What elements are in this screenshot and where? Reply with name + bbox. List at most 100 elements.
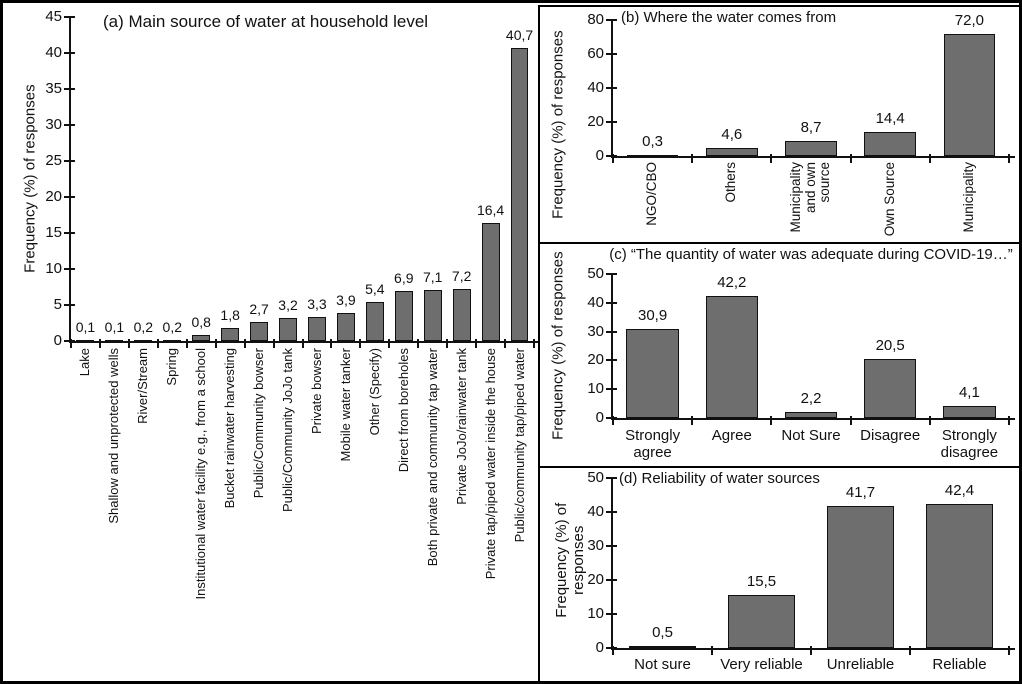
category-label: Disagree (860, 427, 921, 444)
bar (943, 406, 996, 418)
y-axis-tick (606, 417, 617, 419)
bar (864, 358, 917, 418)
value-label: 2,7 (249, 300, 269, 317)
category-label: Others (723, 162, 739, 203)
value-label: 7,1 (422, 268, 443, 285)
category-label: Unreliable (826, 656, 895, 673)
y-tick-label: 40 (587, 503, 604, 520)
x-axis (69, 341, 540, 343)
y-tick-label: 50 (587, 265, 604, 282)
x-axis-tick (1008, 416, 1010, 425)
x-axis-tick (243, 339, 246, 348)
category-label: Public/Community JoJo tank (280, 348, 296, 513)
value-label: 42,4 (944, 481, 975, 499)
value-label: 72,0 (954, 11, 984, 29)
x-axis-tick (810, 646, 812, 655)
x-axis-tick (928, 416, 931, 425)
value-label: 1,8 (220, 307, 240, 324)
y-axis-tick (64, 196, 75, 198)
x-axis-tick (359, 339, 362, 348)
category-label: Not Sure (781, 427, 841, 444)
chart-a-title: (a) Main source of water at household le… (103, 12, 429, 31)
y-axis-tick (606, 273, 617, 275)
category-label: Agree (711, 427, 752, 444)
y-axis-tick (64, 160, 75, 162)
bar (784, 411, 838, 418)
x-axis (611, 156, 1015, 158)
y-tick-label: 20 (587, 351, 604, 369)
y-axis-tick (606, 19, 617, 21)
x-axis-tick (272, 339, 275, 348)
category-label: Other (Specify) (366, 348, 382, 436)
y-tick-label: 40 (45, 44, 62, 61)
bar (626, 155, 679, 158)
y-axis-tick (606, 121, 617, 123)
y-tick-label: 5 (53, 296, 62, 313)
bar (192, 335, 211, 341)
y-tick-label: 25 (45, 152, 62, 169)
value-label: 0,8 (191, 314, 211, 331)
x-axis-tick (446, 339, 449, 348)
x-axis (611, 648, 1015, 650)
chart-a-y-axis-label: Frequency (%) of responses (21, 84, 39, 273)
y-axis-tick (606, 477, 617, 479)
y-axis-tick (64, 304, 75, 306)
category-label: Lake (77, 348, 93, 377)
value-label: 42,2 (717, 274, 747, 292)
x-axis-tick (330, 339, 333, 348)
y-tick-label: 0 (595, 409, 604, 426)
category-label: Mobile water tanker (337, 348, 353, 462)
value-label: 2,2 (800, 389, 822, 407)
y-tick-label: 10 (45, 260, 62, 277)
y-tick-label: 20 (587, 113, 604, 130)
category-label: Shallow and unprotected wells (106, 348, 122, 524)
y-tick-label: 20 (587, 571, 604, 588)
y-axis-tick (606, 613, 617, 615)
y-tick-label: 30 (587, 322, 604, 340)
x-axis-tick (417, 339, 420, 348)
x-axis-tick (691, 416, 694, 425)
y-tick-label: 0 (595, 147, 604, 164)
bar (785, 141, 837, 156)
value-label: 8,7 (800, 119, 822, 137)
category-label: River/Stream (135, 348, 151, 424)
y-axis-tick (64, 232, 75, 234)
value-label: 0,2 (162, 318, 183, 335)
bar (250, 321, 269, 341)
y-tick-label: 50 (587, 469, 604, 486)
value-label: 0,1 (104, 319, 125, 336)
bar (76, 340, 95, 343)
category-label: Spring (164, 348, 180, 386)
y-tick-label: 15 (45, 224, 62, 241)
panel-d: (d) Reliability of water sources Frequen… (538, 466, 1019, 681)
x-axis-tick (504, 339, 507, 348)
category-label: Strongly agree (625, 427, 681, 461)
bar (864, 131, 916, 156)
y-axis-tick (606, 579, 617, 581)
value-label: 14,4 (875, 109, 905, 127)
y-axis-tick (606, 155, 617, 157)
bar (163, 339, 182, 342)
x-axis-tick (770, 154, 773, 163)
y-tick-label: 0 (595, 639, 604, 656)
y-tick-label: 40 (587, 79, 604, 96)
category-label: Not sure (634, 656, 691, 673)
value-label: 30,9 (637, 307, 668, 324)
value-label: 0,3 (642, 133, 664, 151)
category-label: Reliable (932, 656, 987, 673)
value-label: 16,4 (476, 201, 505, 218)
y-axis-tick (606, 647, 617, 649)
value-label: 3,3 (307, 296, 327, 313)
category-label: NGO/CBO (644, 162, 660, 226)
x-axis-tick (1008, 646, 1010, 655)
chart-b-title: (b) Where the water comes from (621, 9, 837, 26)
y-axis-tick (606, 511, 617, 513)
x-axis-tick (127, 339, 130, 348)
chart-d-title: (d) Reliability of water sources (619, 470, 820, 487)
value-label: 7,2 (451, 268, 472, 285)
x-axis (611, 418, 1015, 420)
category-label: Public/Community bowser (251, 348, 267, 499)
x-axis-tick (612, 646, 614, 655)
category-label: Municipality and own source (788, 162, 833, 233)
